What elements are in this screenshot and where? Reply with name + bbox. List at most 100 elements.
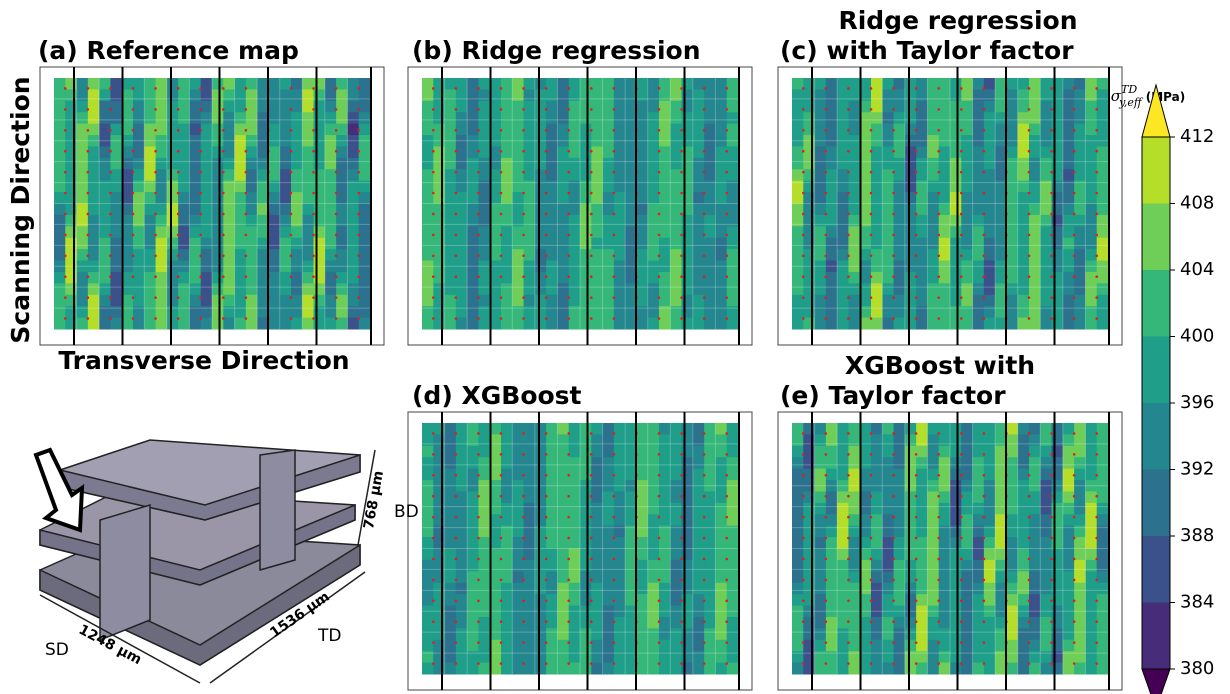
map-cell bbox=[546, 112, 558, 124]
map-cell bbox=[591, 192, 603, 204]
map-cell bbox=[1097, 628, 1109, 640]
map-cell bbox=[456, 295, 468, 307]
sample-point bbox=[1050, 662, 1053, 665]
map-cell bbox=[445, 594, 457, 606]
map-cell bbox=[1085, 560, 1097, 572]
map-cell bbox=[133, 112, 145, 124]
map-cell bbox=[670, 101, 682, 113]
sample-point bbox=[545, 558, 548, 561]
map-cell bbox=[973, 663, 985, 675]
map-cell bbox=[1097, 583, 1109, 595]
sample-point bbox=[725, 150, 728, 153]
map-cell bbox=[614, 89, 626, 101]
sample-point bbox=[613, 317, 616, 320]
map-cell bbox=[223, 238, 235, 250]
sample-point bbox=[590, 192, 593, 195]
map-cell bbox=[189, 101, 201, 113]
map-cell bbox=[422, 112, 434, 124]
map-cell bbox=[603, 238, 615, 250]
sample-point bbox=[335, 108, 338, 111]
sample-point bbox=[290, 317, 293, 320]
map-cell bbox=[1074, 215, 1086, 227]
sample-point bbox=[199, 317, 202, 320]
map-cell bbox=[512, 215, 524, 227]
map-cell bbox=[682, 549, 694, 561]
panel-title: (e) Taylor factor bbox=[780, 381, 1006, 410]
map-cell bbox=[792, 272, 804, 284]
map-cell bbox=[557, 318, 569, 330]
sample-point bbox=[290, 275, 293, 278]
map-cell bbox=[524, 423, 536, 435]
map-cell bbox=[1052, 226, 1064, 238]
map-cell bbox=[837, 491, 849, 503]
map-cell bbox=[826, 514, 838, 526]
map-cell bbox=[927, 537, 939, 549]
sample-point bbox=[983, 474, 986, 477]
sample-point bbox=[522, 579, 525, 582]
map-cell bbox=[927, 89, 939, 101]
map-cell bbox=[916, 446, 928, 458]
sample-point bbox=[590, 579, 593, 582]
map-cell bbox=[1040, 434, 1052, 446]
sample-point bbox=[567, 108, 570, 111]
map-cell bbox=[178, 78, 190, 90]
sample-point bbox=[703, 213, 706, 216]
map-cell bbox=[837, 628, 849, 640]
map-cell bbox=[882, 238, 894, 250]
sample-point bbox=[937, 192, 940, 195]
map-cell bbox=[659, 594, 671, 606]
map-cell bbox=[682, 283, 694, 295]
map-cell bbox=[156, 215, 168, 227]
map-cell bbox=[961, 226, 973, 238]
map-cell bbox=[167, 89, 179, 101]
sample-point bbox=[132, 192, 135, 195]
map-cell bbox=[445, 124, 457, 136]
sample-point bbox=[522, 537, 525, 540]
sample-point bbox=[222, 192, 225, 195]
map-cell bbox=[65, 112, 77, 124]
map-cell bbox=[882, 469, 894, 481]
map-cell bbox=[77, 169, 89, 181]
map-cell bbox=[636, 158, 648, 170]
map-cell bbox=[614, 423, 626, 435]
map-cell bbox=[636, 112, 648, 124]
sample-point bbox=[1073, 599, 1076, 602]
sample-point bbox=[290, 150, 293, 153]
map-cell bbox=[815, 617, 827, 629]
sample-point bbox=[915, 641, 918, 644]
map-cell bbox=[973, 446, 985, 458]
map-cell bbox=[467, 457, 479, 469]
map-cell bbox=[1085, 628, 1097, 640]
map-cell bbox=[336, 158, 348, 170]
sample-point bbox=[1028, 192, 1031, 195]
map-cell bbox=[535, 89, 547, 101]
map-cell bbox=[347, 204, 359, 216]
map-cell bbox=[557, 457, 569, 469]
sample-point bbox=[802, 192, 805, 195]
map-cell bbox=[984, 124, 996, 136]
map-cell bbox=[837, 204, 849, 216]
map-cell bbox=[871, 318, 883, 330]
map-cell bbox=[223, 318, 235, 330]
map-cell bbox=[704, 514, 716, 526]
map-cell bbox=[235, 318, 247, 330]
colorbar-tick-label: 384 bbox=[1180, 592, 1214, 613]
map-cell bbox=[636, 238, 648, 250]
sample-point bbox=[680, 453, 683, 456]
map-cell bbox=[467, 226, 479, 238]
map-cell bbox=[927, 583, 939, 595]
map-cell bbox=[77, 78, 89, 90]
map-cell bbox=[792, 514, 804, 526]
map-cell bbox=[704, 272, 716, 284]
sample-point bbox=[500, 495, 503, 498]
panel-title: (b) Ridge regression bbox=[412, 36, 701, 65]
map-cell bbox=[77, 112, 89, 124]
map-cell bbox=[302, 192, 314, 204]
map-cell bbox=[916, 628, 928, 640]
sample-point bbox=[725, 254, 728, 257]
sample-point bbox=[1028, 558, 1031, 561]
map-cell bbox=[467, 146, 479, 158]
map-cell bbox=[803, 628, 815, 640]
map-cell bbox=[1063, 112, 1075, 124]
sample-point bbox=[680, 558, 683, 561]
